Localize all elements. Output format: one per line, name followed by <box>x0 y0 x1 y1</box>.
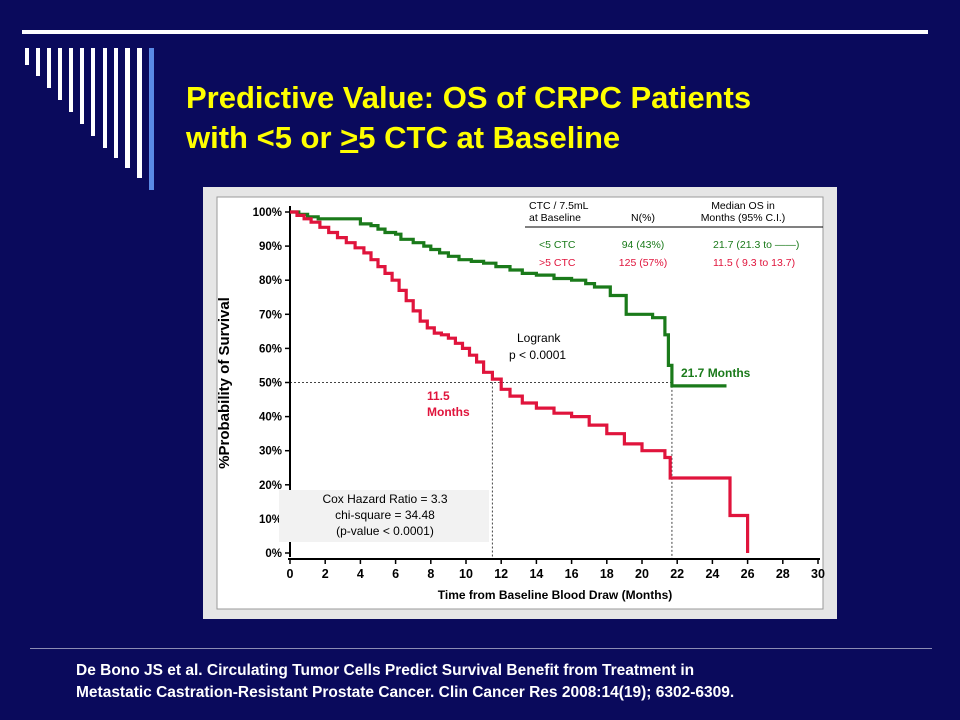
chart-panel: 0% 10% 20% 30% 40% 50% 60% 70% 80% 90% 100% 0 2 4 6 8 10… <box>203 187 837 619</box>
y-tick-label: 30% <box>259 446 282 458</box>
top-rule <box>22 30 928 34</box>
x-tick-label: 8 <box>427 567 434 581</box>
x-tick-label: 22 <box>670 567 684 581</box>
title-line-2-pre: with <5 or <box>186 120 341 155</box>
legend-header-n: N(%) <box>631 212 655 224</box>
title-gte-symbol: > <box>340 120 359 155</box>
legend-header-ctc: CTC / 7.5mL <box>529 200 589 212</box>
citation-line-2: Metastatic Castration-Resistant Prostate… <box>76 684 735 701</box>
citation-line-1: De Bono JS et al. Circulating Tumor Cell… <box>76 662 695 679</box>
legend: CTC / 7.5mL at Baseline N(%) Median OS i… <box>525 200 823 269</box>
median-label-high-unit: Months <box>427 405 470 419</box>
deco-bar <box>25 48 29 65</box>
median-label-low: 21.7 Months <box>681 366 751 380</box>
survival-curve-low-ctc <box>290 210 727 388</box>
annotations: Logrank p < 0.0001 21.7 Months 11.5 Mont… <box>279 331 751 542</box>
deco-bar <box>58 48 62 100</box>
y-tick-label: 0% <box>265 548 282 560</box>
y-axis-label: %Probability of Survival <box>216 297 233 469</box>
y-tick-label: 100% <box>253 207 282 219</box>
legend-label-low: <5 CTC <box>539 239 576 251</box>
x-tick-label: 28 <box>776 567 790 581</box>
survival-curve-high-ctc <box>290 210 750 553</box>
y-tick-label: 80% <box>259 275 282 287</box>
legend-median-low: 21.7 (21.3 to ——) <box>713 239 799 251</box>
y-tick-label: 60% <box>259 343 282 355</box>
deco-bar <box>149 48 154 190</box>
legend-label-high: >5 CTC <box>539 257 576 269</box>
cox-hazard-ratio: Cox Hazard Ratio = 3.3 <box>322 492 447 506</box>
legend-n-low: 94 (43%) <box>622 239 665 251</box>
deco-bar <box>114 48 118 158</box>
x-tick-label: 4 <box>357 567 364 581</box>
survival-chart: 0%10%20%30%40%50%60%70%80%90%100%0 2 4 6 8 10… <box>216 196 825 610</box>
y-tick-label: 90% <box>259 241 282 253</box>
x-tick-label: 30 <box>811 567 825 581</box>
x-tick-label: 20 <box>635 567 649 581</box>
x-tick-label: 14 <box>529 567 543 581</box>
deco-bar <box>36 48 40 76</box>
legend-median-high: 11.5 ( 9.3 to 13.7) <box>713 257 795 269</box>
deco-bar <box>137 48 142 178</box>
title-line-2-post: 5 CTC at Baseline <box>358 120 621 155</box>
logrank-p-value: p < 0.0001 <box>509 348 566 362</box>
logrank-label: Logrank <box>517 331 561 345</box>
citation: De Bono JS et al. Circulating Tumor Cell… <box>76 660 936 704</box>
deco-bar <box>125 48 130 168</box>
y-tick-label: 70% <box>259 309 282 321</box>
title-line-1: Predictive Value: OS of CRPC Patients <box>186 80 752 115</box>
footer-rule <box>30 648 932 649</box>
median-label-high-value: 11.5 <box>427 389 450 403</box>
legend-header-baseline: at Baseline <box>529 212 581 224</box>
decorative-bars <box>25 48 154 190</box>
legend-header-ci: Months (95% C.I.) <box>701 212 786 224</box>
y-tick-label: 10% <box>259 514 282 526</box>
title-line-2: with <5 or >5 CTC at Baseline <box>186 118 926 158</box>
deco-bar <box>69 48 73 112</box>
y-tick-label: 20% <box>259 480 282 492</box>
x-tick-label: 6 <box>392 567 399 581</box>
cox-stats-box <box>279 490 489 542</box>
cox-p-value: (p-value < 0.0001) <box>336 524 434 538</box>
slide-title: Predictive Value: OS of CRPC Patients wi… <box>186 78 926 158</box>
x-tick-label: 0 <box>287 567 294 581</box>
y-tick-label: 40% <box>259 412 282 424</box>
x-tick-label: 26 <box>741 567 755 581</box>
x-tick-label: 10 <box>459 567 473 581</box>
x-tick-label: 18 <box>600 567 614 581</box>
series-lines <box>290 210 750 553</box>
x-tick-label: 24 <box>705 567 719 581</box>
y-tick-label: 50% <box>259 378 282 390</box>
x-tick-label: 16 <box>565 567 579 581</box>
reference-lines <box>290 382 673 559</box>
deco-bar <box>91 48 95 136</box>
cox-chi-square: chi-square = 34.48 <box>335 508 435 522</box>
legend-n-high: 125 (57%) <box>619 257 667 269</box>
deco-bar <box>80 48 84 124</box>
deco-bar <box>47 48 51 88</box>
deco-bar <box>103 48 107 148</box>
x-axis-label: Time from Baseline Blood Draw (Months) <box>438 588 672 602</box>
x-tick-label: 12 <box>494 567 508 581</box>
x-tick-label: 2 <box>322 567 329 581</box>
legend-header-median: Median OS in <box>711 200 775 212</box>
